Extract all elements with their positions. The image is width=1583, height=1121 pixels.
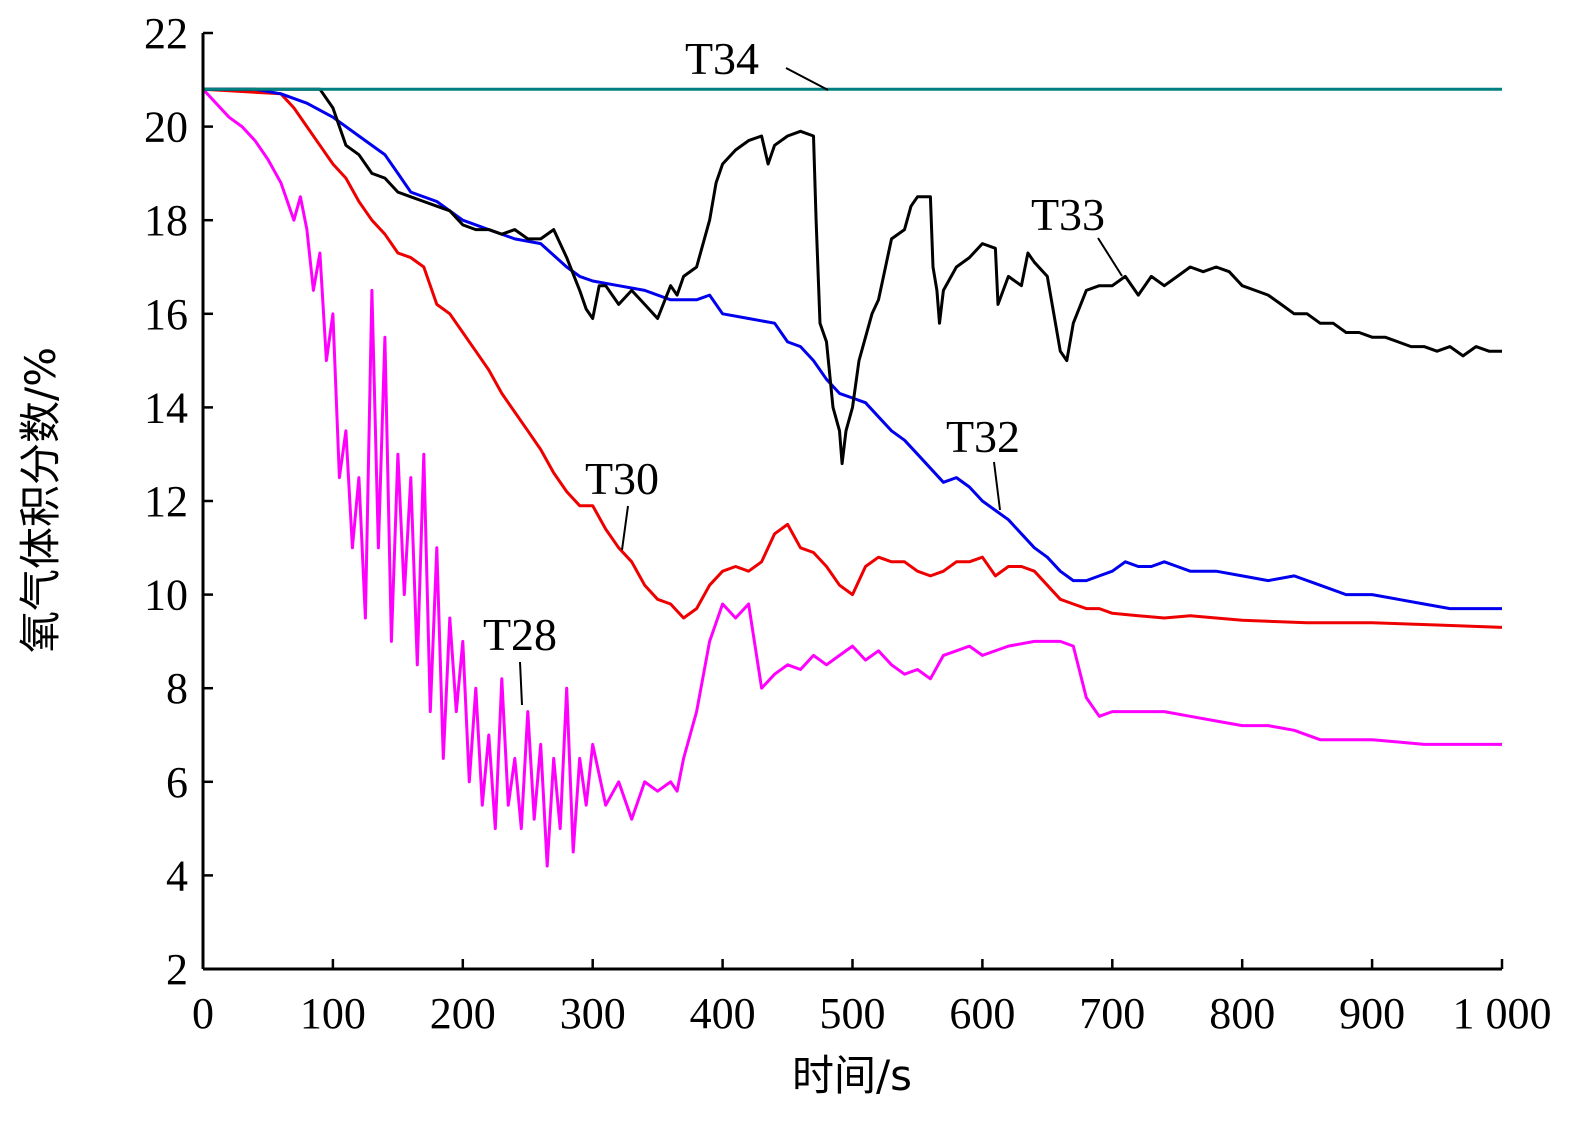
x-tick-label: 500 xyxy=(820,989,886,1038)
x-tick-label: 900 xyxy=(1339,989,1405,1038)
y-tick-label: 8 xyxy=(166,664,188,713)
ticks: 0 100 200 300 400 500 600 700 800 900 1 000 2 4 6 8 10 1… xyxy=(144,9,1552,1038)
y-tick-label: 2 xyxy=(166,945,188,994)
y-tick-label: 16 xyxy=(144,290,188,339)
y-tick-label: 22 xyxy=(144,9,188,58)
annotation-leader-t33 xyxy=(1097,237,1123,277)
x-tick-label: 200 xyxy=(430,989,496,1038)
x-tick-label: 700 xyxy=(1079,989,1145,1038)
x-tick-label: 100 xyxy=(300,989,366,1038)
x-tick-label: 800 xyxy=(1209,989,1275,1038)
x-axis-label: 时间/s xyxy=(792,1051,912,1100)
annotation-leader-t32 xyxy=(993,461,1001,511)
x-tick-label: 300 xyxy=(560,989,626,1038)
annotation-label-t30: T30 xyxy=(585,453,659,504)
annotation-label-t33: T33 xyxy=(1031,189,1105,240)
annotations: T34 T33 T32 T30 T28 xyxy=(483,33,1123,706)
y-tick-label: 14 xyxy=(144,383,188,432)
annotation-leader-t28 xyxy=(519,661,523,706)
annotation-leader-t30 xyxy=(621,505,629,551)
series-line-t33 xyxy=(203,87,1502,466)
y-tick-label: 18 xyxy=(144,196,188,245)
x-tick-label: 400 xyxy=(690,989,756,1038)
y-tick-label: 20 xyxy=(144,103,188,152)
x-tick-label: 1 000 xyxy=(1453,989,1552,1038)
y-tick-label: 12 xyxy=(144,477,188,526)
x-tick-label: 0 xyxy=(192,989,214,1038)
annotation-label-t34: T34 xyxy=(685,33,759,84)
annotation-leader-t34 xyxy=(785,67,829,91)
annotation-label-t28: T28 xyxy=(483,609,557,660)
y-tick-label: 4 xyxy=(166,851,188,900)
plot-lines xyxy=(201,87,1503,868)
series-line-t28 xyxy=(201,88,1502,868)
y-tick-label: 10 xyxy=(144,571,188,620)
x-tick-label: 600 xyxy=(949,989,1015,1038)
series-line-t32 xyxy=(203,87,1502,611)
series-line-t30 xyxy=(202,87,1503,629)
y-axis-label: 氧气体积分数/% xyxy=(16,347,65,653)
y-tick-label: 6 xyxy=(166,758,188,807)
annotation-label-t32: T32 xyxy=(946,411,1020,462)
